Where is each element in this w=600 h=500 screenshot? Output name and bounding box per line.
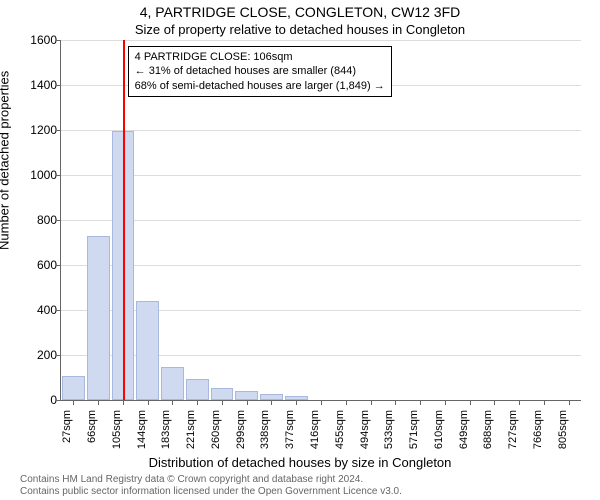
x-tick-mark (172, 400, 173, 405)
histogram-bar (211, 388, 234, 400)
histogram-bar (161, 367, 184, 400)
y-tick-label: 1200 (19, 123, 57, 137)
x-tick-mark (123, 400, 124, 405)
chart-title: 4, PARTRIDGE CLOSE, CONGLETON, CW12 3FD (0, 4, 600, 20)
y-tick-mark (56, 310, 61, 311)
x-tick-mark (73, 400, 74, 405)
x-tick-mark (544, 400, 545, 405)
y-tick-mark (56, 220, 61, 221)
x-tick-label: 377sqm (284, 410, 296, 449)
y-tick-mark (56, 85, 61, 86)
x-tick-label: 338sqm (259, 410, 271, 449)
footer-line2: Contains public sector information licen… (20, 486, 600, 498)
y-tick-mark (56, 400, 61, 401)
footer-line1: Contains HM Land Registry data © Crown c… (20, 474, 600, 486)
x-tick-label: 688sqm (482, 410, 494, 449)
x-tick-mark (519, 400, 520, 405)
callout-line1: 4 PARTRIDGE CLOSE: 106sqm (135, 50, 385, 64)
chart-subtitle: Size of property relative to detached ho… (0, 22, 600, 37)
callout-line2: ← 31% of detached houses are smaller (84… (135, 64, 385, 78)
x-tick-mark (346, 400, 347, 405)
x-tick-label: 221sqm (185, 410, 197, 449)
x-tick-mark (197, 400, 198, 405)
x-tick-label: 105sqm (111, 410, 123, 449)
y-tick-label: 200 (19, 348, 57, 362)
marker-callout: 4 PARTRIDGE CLOSE: 106sqm ← 31% of detac… (128, 46, 392, 97)
reference-marker-line (123, 40, 125, 400)
x-axis-label: Distribution of detached houses by size … (0, 455, 600, 470)
x-tick-label: 649sqm (458, 410, 470, 449)
x-tick-label: 494sqm (359, 410, 371, 449)
x-tick-mark (569, 400, 570, 405)
y-tick-mark (56, 40, 61, 41)
x-tick-label: 183sqm (160, 410, 172, 449)
x-tick-mark (420, 400, 421, 405)
x-tick-label: 260sqm (210, 410, 222, 449)
histogram-bar (235, 391, 258, 400)
x-tick-label: 727sqm (507, 410, 519, 449)
grid-line (61, 40, 581, 41)
histogram-bar (186, 379, 209, 400)
grid-line (61, 220, 581, 221)
y-tick-mark (56, 175, 61, 176)
x-tick-label: 144sqm (136, 410, 148, 449)
chart-footer: Contains HM Land Registry data © Crown c… (0, 474, 600, 498)
grid-line (61, 175, 581, 176)
x-tick-label: 299sqm (235, 410, 247, 449)
y-tick-label: 800 (19, 213, 57, 227)
x-tick-mark (470, 400, 471, 405)
x-tick-mark (148, 400, 149, 405)
x-tick-label: 805sqm (557, 410, 569, 449)
y-tick-label: 1000 (19, 168, 57, 182)
x-tick-label: 571sqm (408, 410, 420, 449)
y-tick-mark (56, 265, 61, 266)
x-tick-label: 533sqm (383, 410, 395, 449)
y-tick-mark (56, 130, 61, 131)
x-tick-label: 766sqm (532, 410, 544, 449)
y-tick-mark (56, 355, 61, 356)
histogram-bar (62, 376, 85, 400)
y-tick-label: 400 (19, 303, 57, 317)
y-tick-label: 0 (19, 393, 57, 407)
x-tick-mark (371, 400, 372, 405)
histogram-bar (136, 301, 159, 400)
grid-line (61, 130, 581, 131)
x-tick-mark (494, 400, 495, 405)
histogram-bar (87, 236, 110, 400)
x-tick-mark (321, 400, 322, 405)
x-tick-mark (445, 400, 446, 405)
y-tick-label: 1400 (19, 78, 57, 92)
x-tick-label: 66sqm (86, 410, 98, 443)
y-axis-label: Number of detached properties (0, 71, 12, 250)
grid-line (61, 265, 581, 266)
x-tick-mark (247, 400, 248, 405)
y-tick-label: 1600 (19, 33, 57, 47)
x-tick-mark (271, 400, 272, 405)
x-tick-mark (222, 400, 223, 405)
x-tick-label: 455sqm (334, 410, 346, 449)
y-tick-label: 600 (19, 258, 57, 272)
callout-line3: 68% of semi-detached houses are larger (… (135, 79, 385, 93)
chart-plot-area: 0200400600800100012001400160027sqm66sqm1… (60, 40, 581, 401)
x-tick-label: 27sqm (61, 410, 73, 443)
x-tick-mark (296, 400, 297, 405)
x-tick-label: 416sqm (309, 410, 321, 449)
x-tick-mark (98, 400, 99, 405)
x-tick-mark (395, 400, 396, 405)
x-tick-label: 610sqm (433, 410, 445, 449)
